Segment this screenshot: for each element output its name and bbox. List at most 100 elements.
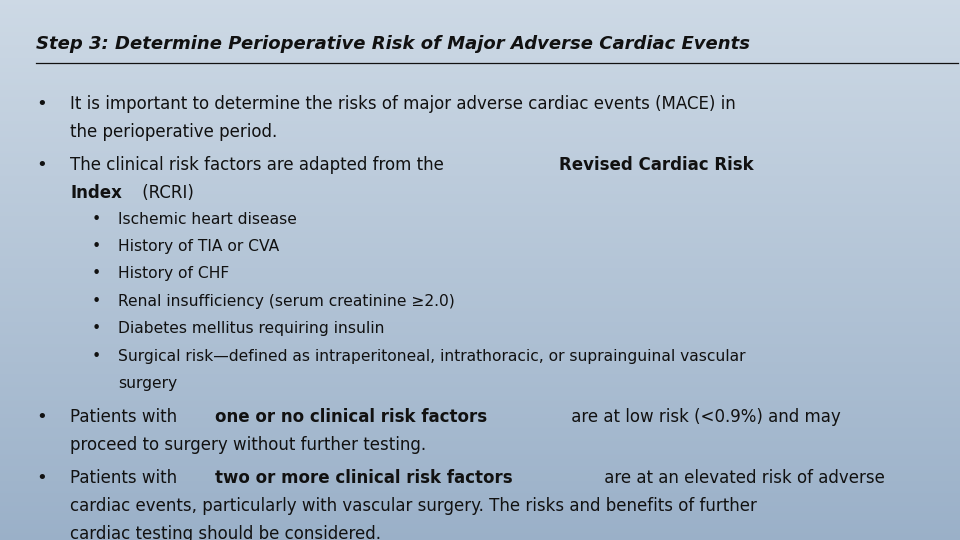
Bar [0,214,960,216]
Bar [0,349,960,351]
Bar [0,12,960,15]
Bar [0,29,960,31]
Text: •: • [36,95,47,113]
Bar [0,90,960,92]
Bar [0,290,960,292]
Bar [0,436,960,437]
Bar [0,201,960,204]
Bar [0,254,960,255]
Bar [0,506,960,508]
Bar [0,205,960,207]
Text: one or no clinical risk factors: one or no clinical risk factors [215,408,488,427]
Bar [0,520,960,522]
Bar [0,119,960,120]
Bar [0,309,960,312]
Bar [0,239,960,241]
Bar [0,103,960,104]
Bar [0,15,960,16]
Bar [0,427,960,428]
Bar [0,279,960,281]
Bar [0,312,960,313]
Bar [0,315,960,317]
Bar [0,252,960,254]
Bar [0,363,960,366]
Bar [0,373,960,374]
Bar [0,535,960,536]
Bar [0,223,960,225]
Bar [0,20,960,22]
Bar [0,209,960,211]
Bar [0,151,960,153]
Bar [0,430,960,432]
Bar [0,299,960,301]
Text: •: • [91,349,101,364]
Bar [0,434,960,436]
Bar [0,166,960,167]
Bar [0,470,960,471]
Bar [0,133,960,135]
Bar [0,293,960,295]
Bar [0,274,960,275]
Bar [0,328,960,329]
Bar [0,275,960,277]
Bar [0,7,960,9]
Bar [0,277,960,279]
Bar [0,356,960,358]
Bar [0,366,960,367]
Bar [0,490,960,491]
Bar [0,463,960,464]
Bar [0,481,960,482]
Bar [0,225,960,227]
Bar [0,459,960,461]
Bar [0,471,960,474]
Bar [0,393,960,394]
Bar [0,69,960,70]
Bar [0,488,960,490]
Bar [0,45,960,47]
Bar [0,194,960,196]
Bar [0,319,960,320]
Bar [0,182,960,184]
Bar [0,227,960,228]
Bar [0,157,960,158]
Bar [0,198,960,200]
Text: •: • [36,469,47,487]
Bar [0,308,960,309]
Bar [0,74,960,76]
Bar [0,245,960,247]
Bar [0,79,960,81]
Bar [0,457,960,459]
Text: It is important to determine the risks of major adverse cardiac events (MACE) in: It is important to determine the risks o… [70,95,735,113]
Bar [0,113,960,115]
Bar [0,416,960,417]
Bar [0,358,960,360]
Bar [0,101,960,103]
Bar [0,405,960,407]
Bar [0,313,960,315]
Bar [0,482,960,484]
Bar [0,173,960,174]
Bar [0,329,960,331]
Text: •: • [91,294,101,309]
Text: History of TIA or CVA: History of TIA or CVA [118,239,279,254]
Bar [0,425,960,427]
Bar [0,204,960,205]
Bar [0,110,960,112]
Bar [0,304,960,306]
Bar [0,34,960,36]
Bar [0,441,960,443]
Bar [0,23,960,25]
Bar [0,27,960,29]
Bar [0,36,960,38]
Bar [0,491,960,493]
Text: (RCRI): (RCRI) [137,184,194,201]
Bar [0,59,960,61]
Bar [0,515,960,517]
Bar [0,126,960,128]
Bar [0,259,960,261]
Text: the perioperative period.: the perioperative period. [70,123,277,141]
Bar [0,18,960,20]
Text: Patients with: Patients with [70,408,182,427]
Text: are at an elevated risk of adverse: are at an elevated risk of adverse [599,469,885,487]
Bar [0,522,960,524]
